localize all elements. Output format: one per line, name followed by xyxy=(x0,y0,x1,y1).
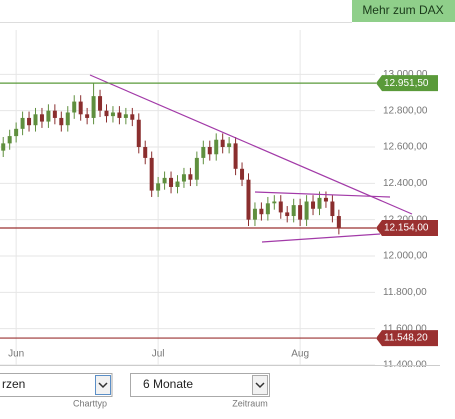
top-bar xyxy=(0,0,455,22)
marker-label-box xyxy=(376,220,438,237)
x-tick-label: Jun xyxy=(8,349,24,360)
marker-label: 12.154,00 xyxy=(384,223,429,234)
candle-body xyxy=(220,139,225,147)
candle-body xyxy=(39,114,44,122)
candle-body xyxy=(240,168,245,180)
candle-body xyxy=(317,197,322,209)
marker-label: 12.951,50 xyxy=(384,78,429,89)
candle-body xyxy=(259,208,264,215)
candle-body xyxy=(46,110,51,122)
candle-body xyxy=(194,157,199,180)
candle-body xyxy=(156,183,161,191)
candle-body xyxy=(330,201,335,217)
candle-body xyxy=(252,208,257,220)
plot: 11.400,0011.600,0011.800,0012.000,0012.2… xyxy=(0,30,440,371)
candle-body xyxy=(214,139,219,155)
period-select[interactable] xyxy=(130,373,270,397)
y-tick-label: 11.600,00 xyxy=(383,323,427,334)
candle-body xyxy=(1,143,6,151)
y-tick-label: 12.400,00 xyxy=(383,178,428,189)
candle-body xyxy=(52,110,57,118)
dax-button-label[interactable]: Mehr zum DAX xyxy=(362,3,443,17)
candle-body xyxy=(104,110,109,117)
dropdown-arrow xyxy=(255,382,265,389)
candle-body xyxy=(169,177,174,187)
candle-body xyxy=(233,143,238,169)
candle-body xyxy=(227,143,232,147)
candle-body xyxy=(59,117,64,126)
candle-body xyxy=(162,177,167,184)
candle-body xyxy=(291,205,296,217)
dropdown-button[interactable] xyxy=(252,375,268,395)
candle-body xyxy=(188,174,193,180)
candle-body xyxy=(311,201,316,209)
candle-body xyxy=(72,101,77,113)
candle-body xyxy=(272,201,277,204)
candle-body xyxy=(130,114,135,120)
y-tick-label: 12.000,00 xyxy=(383,251,428,262)
y-tick-label: 11.800,00 xyxy=(383,287,427,298)
candle-body xyxy=(117,112,122,118)
candle-body xyxy=(78,101,83,115)
candle-body xyxy=(181,174,186,182)
x-tick-label: Jul xyxy=(152,349,165,360)
candle-body xyxy=(7,136,12,144)
trend-line xyxy=(254,191,391,198)
candle-body xyxy=(91,96,96,118)
candle-body xyxy=(98,96,103,111)
period-value[interactable]: 6 Monate xyxy=(143,377,193,391)
candle-body xyxy=(110,112,115,117)
candle-body xyxy=(123,114,128,118)
chart-type-select[interactable] xyxy=(0,373,113,397)
y-tick-label: 12.600,00 xyxy=(383,142,428,153)
candle-body xyxy=(265,203,270,215)
candle-body xyxy=(298,205,303,220)
dropdown-arrow xyxy=(98,382,108,389)
marker-label-box xyxy=(376,330,438,347)
candle-body xyxy=(65,112,70,126)
period-label: Zeitraum xyxy=(232,398,268,408)
dropdown-button[interactable] xyxy=(95,375,111,395)
candle-body xyxy=(27,117,32,126)
candle-body xyxy=(285,212,290,217)
candle-body xyxy=(278,201,283,213)
marker-label-box xyxy=(376,75,438,92)
candle-body xyxy=(175,181,180,187)
chart-type-value[interactable]: rzen xyxy=(2,377,25,391)
candle-body xyxy=(33,114,38,126)
candle-body xyxy=(304,201,309,220)
plot-background xyxy=(0,30,440,365)
candle-body xyxy=(20,117,25,129)
marker-label: 11.548,20 xyxy=(384,333,428,344)
y-tick-label: 13.000,00 xyxy=(383,69,428,80)
candle-body xyxy=(14,128,19,137)
candle-body xyxy=(143,147,148,158)
x-tick-label: Aug xyxy=(291,349,309,360)
candle-body xyxy=(136,119,141,147)
candle-body xyxy=(149,157,154,191)
y-tick-label: 12.200,00 xyxy=(383,214,428,225)
candle-body xyxy=(201,147,206,158)
y-tick-label: 12.800,00 xyxy=(383,105,428,116)
markers: 12.951,50 12.154,00 11.548,20 xyxy=(0,75,438,347)
candle-body xyxy=(85,114,90,118)
trend-line xyxy=(261,233,381,243)
dax-button[interactable] xyxy=(352,0,455,22)
candle-body xyxy=(207,147,212,155)
candle-body xyxy=(323,197,328,202)
candle-body xyxy=(246,179,251,220)
trend-line xyxy=(89,74,413,215)
candle-body xyxy=(336,216,341,229)
chart-type-label: Charttyp xyxy=(73,398,107,408)
